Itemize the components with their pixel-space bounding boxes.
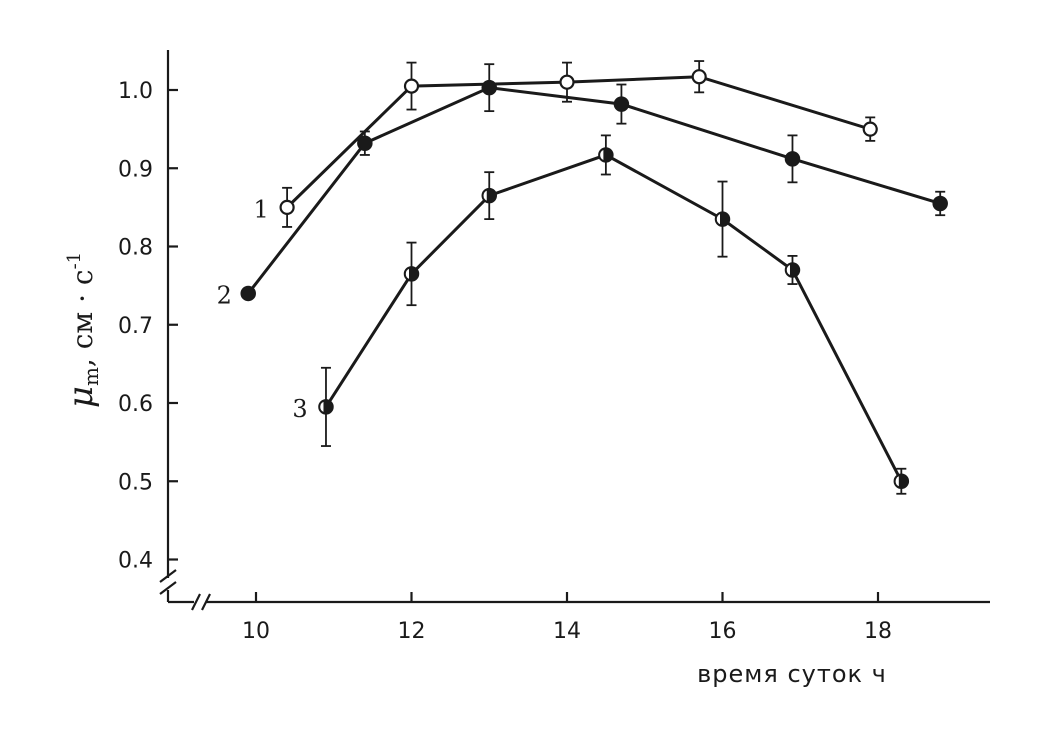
y-tick-label: 0.5 <box>118 470 153 495</box>
data-point <box>714 211 731 227</box>
data-point <box>318 399 334 415</box>
data-point <box>784 262 801 278</box>
data-point <box>403 78 420 94</box>
data-point <box>932 195 948 212</box>
y-axis-label: μm, см · с-1 <box>61 252 103 408</box>
y-tick-label: 0.6 <box>118 392 153 417</box>
y-axis-label-sub: m <box>79 367 103 386</box>
series-3 <box>318 134 910 495</box>
y-tick-label: 1.0 <box>118 79 153 104</box>
series-2 <box>240 63 948 302</box>
data-point <box>279 199 295 215</box>
x-axis-break-mark <box>201 593 211 611</box>
y-tick-label: 0.9 <box>118 157 153 182</box>
x-tick-label: 18 <box>864 619 892 644</box>
data-point <box>893 473 910 489</box>
data-point-highlight <box>895 476 899 487</box>
data-point <box>862 121 878 137</box>
x-tick-label: 14 <box>553 619 581 644</box>
data-point <box>691 69 707 85</box>
y-axis-break-mark <box>159 581 177 595</box>
data-point <box>559 74 575 90</box>
data-point-highlight <box>320 401 324 412</box>
data-point-highlight <box>716 214 720 225</box>
series-1 <box>279 60 878 228</box>
y-axis-label-main: μ <box>61 386 101 408</box>
y-tick-label: 0.4 <box>118 549 153 574</box>
y-axis-break-mark <box>159 569 177 583</box>
series-label-2: 2 <box>217 281 232 309</box>
data-point-highlight <box>600 149 604 160</box>
y-tick-label: 0.7 <box>118 314 153 339</box>
axes: 0.40.50.60.70.80.91.010 12 14 16 18 <box>118 50 990 644</box>
data-point <box>613 96 630 112</box>
data-point <box>784 151 801 167</box>
data-point-highlight <box>786 264 790 275</box>
series-line <box>324 153 903 482</box>
data-point <box>598 147 614 163</box>
data-point-highlight <box>483 190 487 201</box>
data-point <box>403 266 420 282</box>
series-line <box>247 86 941 295</box>
series-layer <box>240 60 948 495</box>
data-point <box>481 187 497 204</box>
data-point <box>240 285 256 302</box>
data-point <box>481 79 497 96</box>
series-line <box>286 75 871 209</box>
series-label-1: 1 <box>253 195 268 223</box>
y-axis-label-exponent: -1 <box>64 252 85 270</box>
data-point-highlight <box>405 268 409 279</box>
y-axis-label-units: , см · с <box>66 269 99 367</box>
x-tick-label: 16 <box>709 619 737 644</box>
series-label-3: 3 <box>292 395 307 423</box>
x-tick-label: 10 <box>242 619 270 644</box>
y-tick-label: 0.8 <box>118 236 153 261</box>
x-axis-label: время суток ч <box>697 660 887 688</box>
x-tick-label: 12 <box>398 619 426 644</box>
x-axis-break-mark <box>191 593 201 611</box>
data-point <box>357 135 373 151</box>
